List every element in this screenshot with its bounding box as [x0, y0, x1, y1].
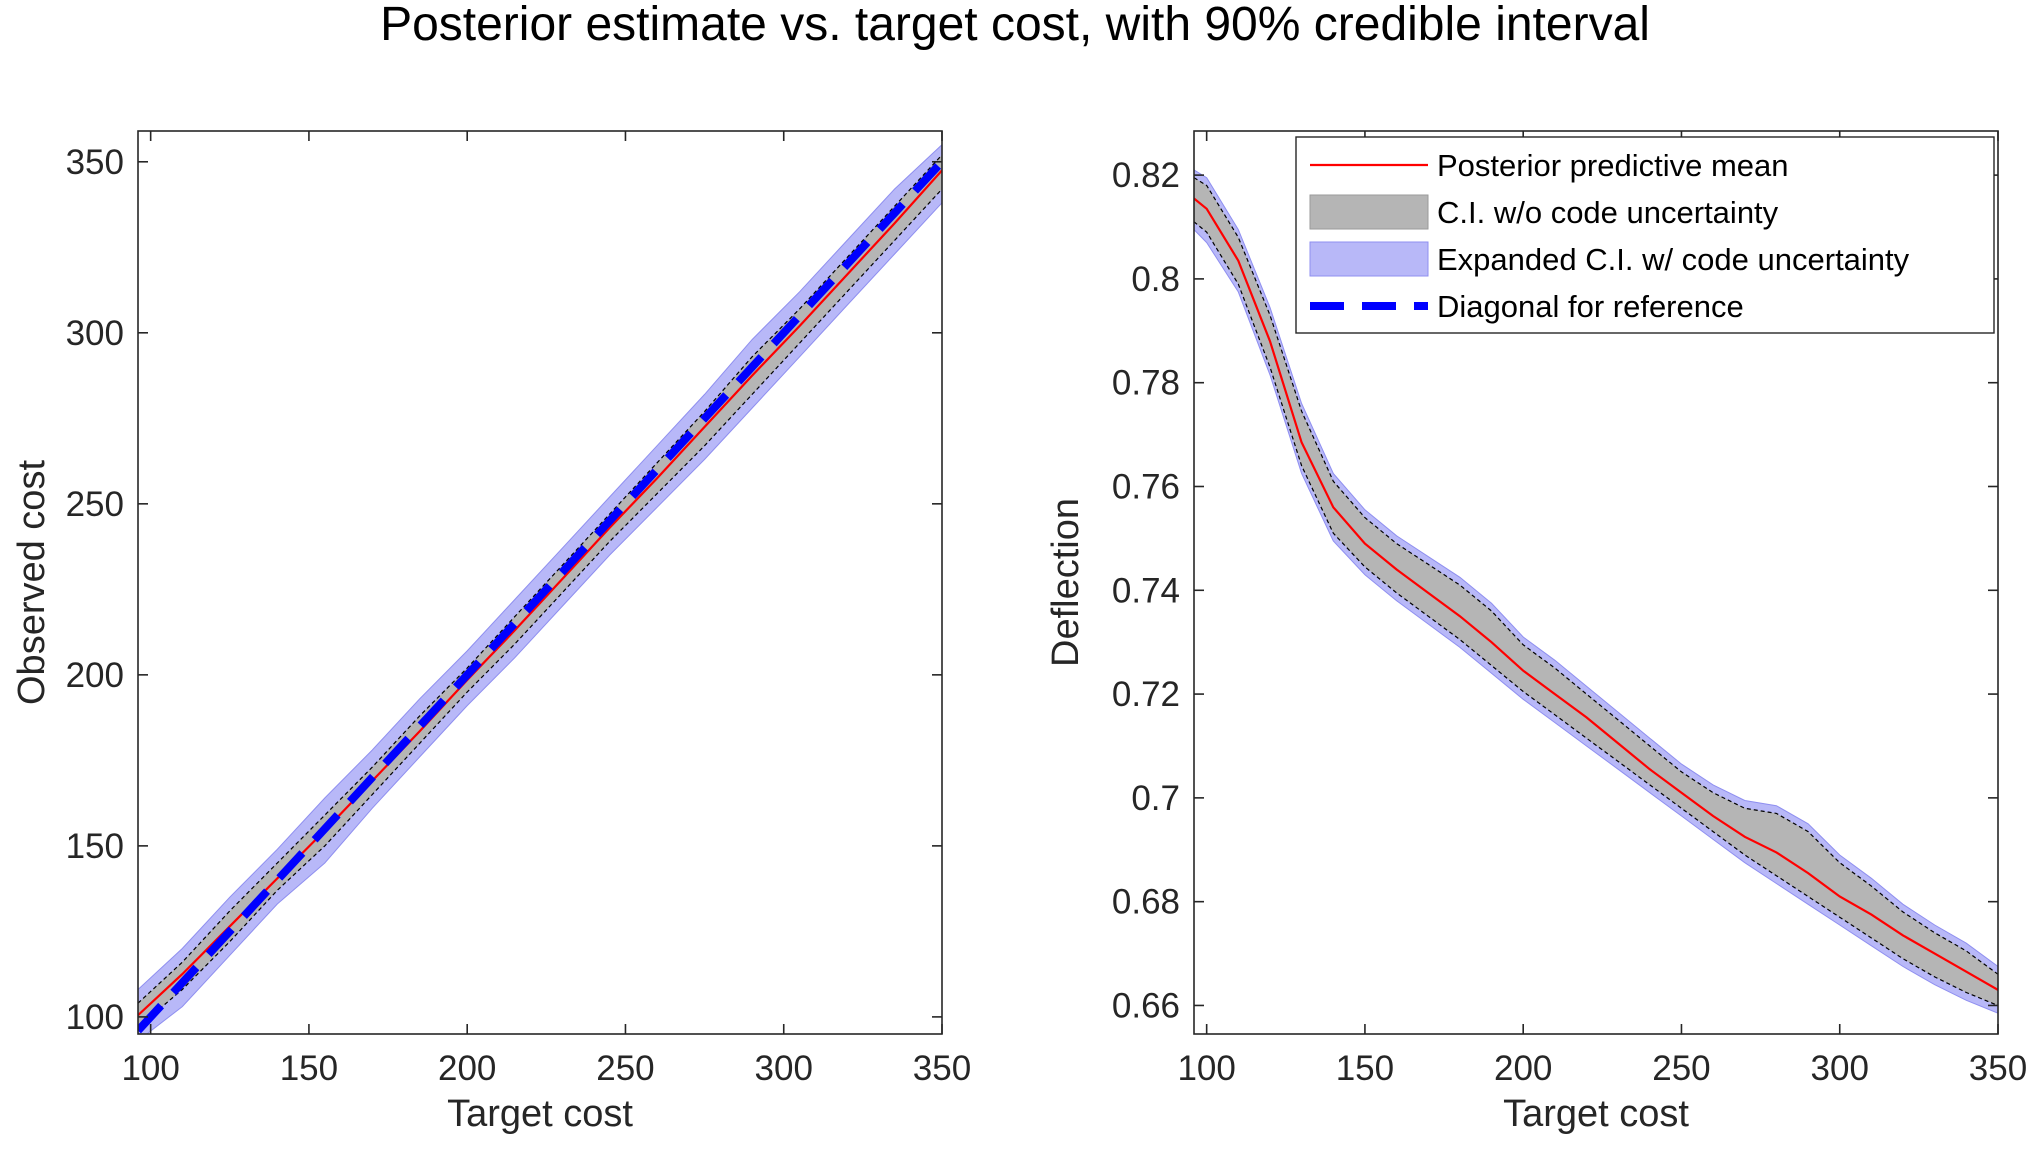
x-tick-label: 150 [280, 1049, 338, 1088]
left-chart-panel: 100 150 200 250 300 350 100 150 200 250 300 350 Targ… [11, 130, 971, 1135]
y-tick-label: 0.7 [1131, 779, 1180, 818]
legend: Posterior predictive mean C.I. w/o code u… [1295, 136, 1995, 334]
x-tick-label: 200 [1494, 1049, 1552, 1088]
legend-swatch-expanded-ci [1309, 241, 1429, 277]
x-tick-label: 350 [1969, 1049, 2027, 1088]
x-tick-label: 300 [755, 1049, 813, 1088]
diagonal-reference-line [138, 159, 942, 1034]
ci-lower-bound [138, 188, 942, 1028]
legend-label: Diagonal for reference [1437, 289, 1744, 324]
y-tick-label: 250 [66, 485, 124, 524]
plot-area [1194, 169, 1998, 1014]
x-tick-label: 300 [1811, 1049, 1869, 1088]
ci-band [1194, 177, 1998, 1006]
legend-label: Expanded C.I. w/ code uncertainty [1437, 242, 1910, 277]
y-tick-label: 300 [66, 314, 124, 353]
posterior-mean-line [1194, 197, 1998, 991]
y-tick-label: 0.78 [1112, 364, 1180, 403]
legend-box [1295, 136, 1995, 334]
y-axis-label: Observed cost [11, 460, 53, 705]
right-chart-panel: 100 150 200 250 300 350 0.66 0.68 0.7 0.72 0.74 0.7… [1045, 130, 2027, 1135]
legend-label: Posterior predictive mean [1437, 148, 1789, 183]
x-tick-label: 100 [121, 1049, 179, 1088]
y-tick-label: 0.74 [1112, 571, 1180, 610]
figure-title: Posterior estimate vs. target cost, with… [380, 0, 1650, 51]
axes-frame [137, 130, 943, 1035]
y-tick-label: 0.8 [1131, 260, 1180, 299]
y-tick-label: 150 [66, 827, 124, 866]
ci-lower-bound [1194, 221, 1998, 1007]
posterior-mean-line [138, 169, 942, 1017]
y-tick-label: 0.66 [1112, 986, 1180, 1025]
y-tick-label: 200 [66, 656, 124, 695]
x-tick-label: 100 [1177, 1049, 1235, 1088]
x-tick-label: 250 [1652, 1049, 1710, 1088]
legend-swatch-ci [1309, 194, 1429, 230]
y-tick-label: 0.72 [1112, 675, 1180, 714]
x-tick-label: 350 [913, 1049, 971, 1088]
y-axis-label: Deflection [1045, 498, 1087, 667]
y-tick-label: 0.68 [1112, 883, 1180, 922]
x-tick-label: 150 [1336, 1049, 1394, 1088]
x-axis-label: Target cost [1503, 1093, 1689, 1135]
y-tick-label: 100 [66, 998, 124, 1037]
ci-upper-bound [138, 154, 942, 1004]
plot-area [138, 144, 942, 1034]
y-tick-label: 0.82 [1112, 156, 1180, 195]
x-tick-label: 200 [438, 1049, 496, 1088]
axes-frame [1193, 130, 1999, 1035]
y-tick-label: 0.76 [1112, 467, 1180, 506]
x-axis-label: Target cost [447, 1093, 633, 1135]
x-tick-label: 250 [596, 1049, 654, 1088]
y-tick-label: 350 [66, 143, 124, 182]
legend-label: C.I. w/o code uncertainty [1437, 195, 1779, 230]
